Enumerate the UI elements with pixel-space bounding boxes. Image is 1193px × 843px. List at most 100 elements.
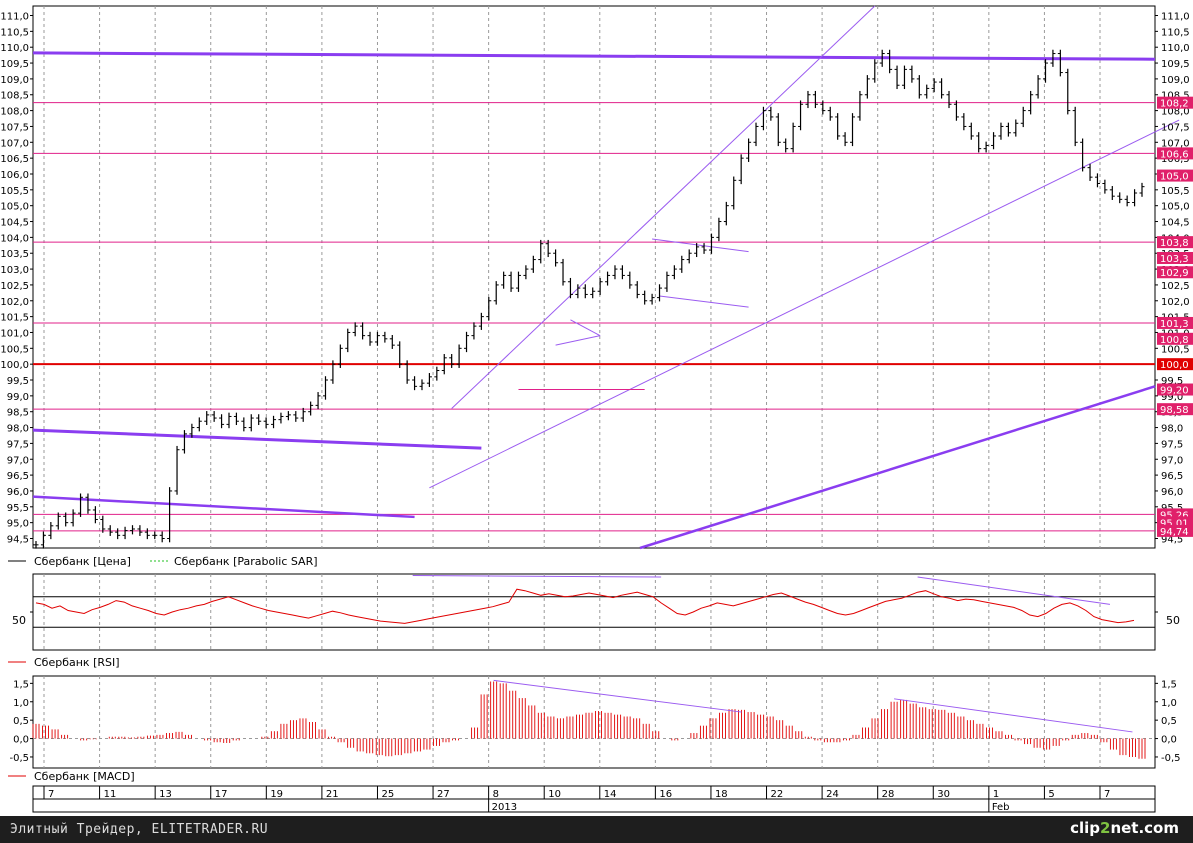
y-tick-label-left-32: 110,5 bbox=[0, 27, 29, 38]
brand-part-b: 2 bbox=[1100, 819, 1111, 837]
macd-legend-label: Сбербанк [MACD] bbox=[34, 770, 135, 783]
macd-tick-label-left-3: 1,0 bbox=[13, 698, 29, 709]
rsi-trendlines bbox=[412, 575, 1111, 605]
price-bar-90 bbox=[701, 243, 707, 254]
y-tick-label-left-20: 104,5 bbox=[0, 218, 29, 229]
y-tick-label-left-7: 98,0 bbox=[7, 424, 29, 435]
price-bar-74 bbox=[582, 284, 588, 299]
price-bar-117 bbox=[901, 65, 907, 90]
macd-bars bbox=[32, 681, 1146, 759]
wedge-upper bbox=[652, 238, 749, 253]
y-tick-label-right-0: 94,5 bbox=[1161, 534, 1183, 545]
level-mark-label-11: 95,26 bbox=[1160, 510, 1189, 521]
price-bar-69 bbox=[545, 239, 551, 258]
macd-tick-label-left-4: 1,5 bbox=[13, 679, 29, 690]
y-tick-label-left-26: 107,5 bbox=[0, 122, 29, 133]
y-tick-label-right-32: 111,0 bbox=[1161, 12, 1190, 23]
price-bar-140 bbox=[1072, 106, 1078, 147]
price-bar-115 bbox=[887, 49, 893, 74]
price-bar-93 bbox=[723, 201, 729, 226]
rsi-panel: 50 50 bbox=[12, 573, 1180, 651]
price-bar-56 bbox=[449, 354, 455, 368]
y-tick-label-right-20: 105,0 bbox=[1161, 202, 1190, 213]
y-tick-label-left-8: 98,5 bbox=[7, 408, 29, 419]
price-bar-114 bbox=[879, 49, 885, 67]
price-bar-10 bbox=[107, 525, 113, 536]
price-legend-label: Сбербанк [Цена] bbox=[34, 555, 131, 568]
macd-legend: Сбербанк [MACD] bbox=[8, 770, 135, 783]
x-tick-label-0: 7 bbox=[48, 789, 54, 800]
price-bar-39 bbox=[322, 376, 328, 400]
price-bar-43 bbox=[352, 322, 358, 337]
y-tick-label-left-19: 104,0 bbox=[0, 233, 29, 244]
rsi-legend-label: Сбербанк [RSI] bbox=[34, 656, 120, 669]
price-level-marks: 108,2 106,6 105,0 103,8 103,3 102,9 101,3 100,8… bbox=[1157, 96, 1193, 538]
x-tick-label-13: 22 bbox=[771, 789, 784, 800]
price-bar-14 bbox=[137, 525, 143, 536]
price-bar-111 bbox=[857, 90, 863, 121]
wedge-lower bbox=[659, 295, 749, 308]
x-sub-label-0: 2013 bbox=[492, 802, 517, 813]
y-tick-label-left-11: 100,0 bbox=[0, 360, 29, 371]
y-tick-label-right-7: 98,0 bbox=[1161, 424, 1183, 435]
macd-trend-2 bbox=[894, 698, 1133, 733]
footer-brand[interactable]: clip2net.com bbox=[1070, 819, 1179, 837]
y-tick-label-left-4: 96,5 bbox=[7, 471, 29, 482]
level-mark-7: 100,8 bbox=[1157, 332, 1193, 346]
price-bar-113 bbox=[872, 59, 878, 83]
y-tick-label-right-11: 100,5 bbox=[1161, 344, 1190, 355]
y-tick-label-left-6: 97,5 bbox=[7, 439, 29, 450]
x-tick-label-19: 7 bbox=[1104, 789, 1110, 800]
price-bar-106 bbox=[820, 100, 826, 115]
x-tick-label-10: 14 bbox=[604, 789, 617, 800]
level-mark-label-2: 105,0 bbox=[1160, 172, 1189, 183]
price-bar-127 bbox=[976, 132, 982, 153]
y-tick-label-right-2: 95,5 bbox=[1161, 503, 1183, 514]
price-bar-107 bbox=[827, 106, 833, 121]
level-mark-label-7: 100,8 bbox=[1160, 335, 1189, 346]
price-bar-57 bbox=[456, 344, 462, 368]
price-bar-48 bbox=[389, 335, 395, 349]
price-bar-94 bbox=[731, 176, 737, 210]
resistance-line-mid bbox=[32, 428, 482, 450]
price-bar-126 bbox=[968, 122, 974, 140]
price-bar-4 bbox=[63, 512, 69, 527]
rsi-trend-1 bbox=[412, 575, 662, 578]
price-bar-85 bbox=[664, 271, 670, 292]
y-tick-label-right-4: 96,5 bbox=[1161, 471, 1183, 482]
macd-y-axis: -0,5 -0,5 0,0 0,0 0,5 0,5 1,0 1,0 1,5 1,5 bbox=[9, 679, 1180, 764]
price-bar-13 bbox=[129, 525, 135, 535]
price-bar-60 bbox=[478, 312, 484, 330]
price-bar-0 bbox=[33, 541, 39, 549]
y-tick-label-left-24: 106,5 bbox=[0, 154, 29, 165]
price-bar-27 bbox=[233, 412, 239, 426]
rsi-path bbox=[35, 588, 1135, 624]
brand-part-c: net.com bbox=[1110, 819, 1179, 837]
price-bar-80 bbox=[627, 271, 633, 289]
level-mark-label-8: 100,0 bbox=[1160, 360, 1189, 371]
macd-tick-label-right-2: 0,5 bbox=[1161, 716, 1177, 727]
price-bar-72 bbox=[567, 277, 573, 299]
rsi-tick-left: 50 bbox=[12, 614, 26, 627]
resistance-line-top bbox=[32, 51, 1156, 61]
price-bar-148 bbox=[1132, 189, 1138, 207]
level-mark-10: 98,58 bbox=[1157, 403, 1193, 416]
y-tick-label-left-21: 105,0 bbox=[0, 202, 29, 213]
macd-trendlines bbox=[493, 679, 1133, 733]
x-tick-label-6: 25 bbox=[381, 789, 394, 800]
y-tick-label-left-0: 94,5 bbox=[7, 534, 29, 545]
price-bar-129 bbox=[991, 132, 997, 150]
y-tick-label-right-5: 97,0 bbox=[1161, 455, 1183, 466]
price-bar-20 bbox=[181, 430, 187, 454]
level-mark-6: 101,3 bbox=[1157, 316, 1193, 330]
price-bar-143 bbox=[1094, 173, 1100, 188]
price-bar-30 bbox=[256, 414, 262, 426]
price-bar-100 bbox=[775, 113, 781, 147]
rsi-grid bbox=[43, 574, 1101, 650]
x-tick-label-7: 27 bbox=[437, 789, 450, 800]
price-bar-9 bbox=[100, 515, 106, 533]
price-bar-33 bbox=[278, 412, 284, 424]
price-bar-105 bbox=[812, 90, 818, 109]
price-bar-29 bbox=[248, 414, 254, 432]
price-bar-37 bbox=[308, 401, 314, 416]
